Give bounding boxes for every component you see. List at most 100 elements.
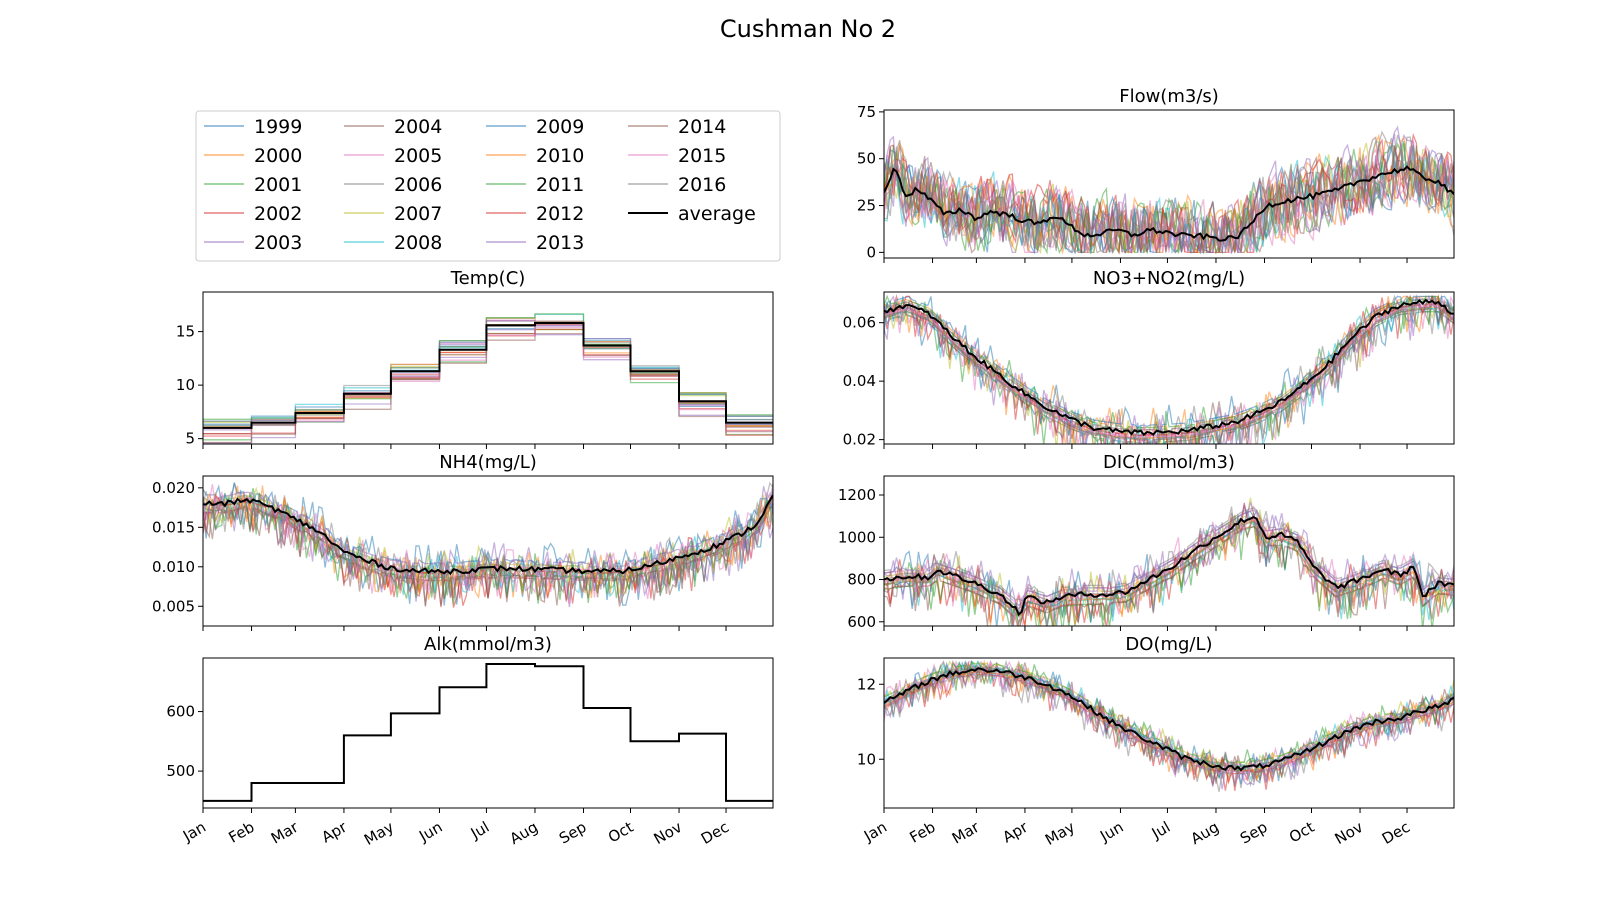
ytick-label-nh4: 0.010 — [152, 558, 195, 576]
series-flow-2016 — [884, 134, 1454, 255]
plot-area-no3 — [884, 293, 1454, 444]
axes-frame-temp — [202, 291, 774, 445]
ytick-label-nh4: 0.005 — [152, 597, 195, 615]
axes-frame-do — [883, 657, 1455, 809]
series-do-2016 — [884, 661, 1454, 792]
xtick-label-alk: Jul — [467, 818, 493, 843]
xtick-label-do: Aug — [1188, 818, 1222, 848]
axes-frame-nh4 — [202, 475, 774, 627]
legend-label: 2005 — [394, 145, 442, 167]
ytick-label-alk: 600 — [166, 703, 195, 721]
legend-frame — [195, 110, 781, 262]
series-temp-2002 — [203, 323, 773, 429]
legend-label: 2012 — [536, 203, 584, 225]
ytick-label-no3: 0.02 — [843, 431, 876, 449]
ytick-label-dic: 800 — [847, 571, 876, 589]
series-dic-2013 — [884, 501, 1454, 626]
axes-frame-flow — [883, 109, 1455, 259]
series-no3-2016 — [884, 302, 1454, 444]
ytick-label-do: 10 — [857, 750, 876, 768]
plot-area-nh4 — [203, 481, 773, 608]
plot-area-dic — [884, 497, 1454, 626]
axes-title-nh4: NH4(mg/L) — [439, 452, 537, 473]
series-flow-average — [884, 165, 1454, 242]
xtick-label-alk: Jun — [415, 818, 445, 846]
axes-temp: Temp(C) 5 10 15 — [176, 268, 774, 449]
ytick-label-temp: 15 — [176, 323, 195, 341]
series-flow-2015 — [884, 139, 1454, 254]
legend-label: 2001 — [254, 174, 302, 196]
series-temp-2014 — [203, 332, 773, 444]
series-alk-average — [203, 663, 773, 802]
legend-label: 1999 — [254, 116, 302, 138]
series-dic-2014 — [884, 514, 1454, 626]
ytick-label-flow: 50 — [857, 150, 876, 168]
plot-area-alk — [203, 663, 773, 802]
xtick-label-alk: Feb — [226, 818, 258, 847]
legend-label: 2014 — [678, 116, 726, 138]
series-flow-2011 — [884, 143, 1454, 255]
axes-no3: NO3+NO2(mg/L) 0.02 0.04 0.06 — [843, 268, 1455, 449]
xtick-label-alk: Dec — [698, 818, 732, 848]
series-dic-2005 — [884, 505, 1454, 620]
axes-title-dic: DIC(mmol/m3) — [1103, 452, 1235, 473]
axes-frame-no3 — [883, 291, 1455, 445]
xtick-label-do: Dec — [1379, 818, 1413, 848]
legend-label: 2008 — [394, 232, 442, 254]
axes-title-flow: Flow(m3/s) — [1119, 86, 1219, 107]
legend-label: 2007 — [394, 203, 442, 225]
ytick-label-temp: 10 — [176, 376, 195, 394]
axes-frame-alk — [202, 657, 774, 809]
axes-title-alk: Alk(mmol/m3) — [424, 634, 552, 655]
plot-area-flow — [884, 125, 1454, 255]
legend: 1999 2000 2001 2002 2003 2004 2005 2006 2007 2008… — [195, 110, 781, 262]
xtick-label-do: Sep — [1237, 818, 1270, 848]
axes-flow: Flow(m3/s) 0 25 50 75 — [857, 86, 1455, 263]
ytick-label-flow: 25 — [857, 197, 876, 215]
xtick-label-alk: Apr — [318, 817, 350, 846]
axes-nh4: NH4(mg/L) 0.005 0.010 0.015 0.020 — [152, 452, 774, 631]
xtick-label-alk: Aug — [507, 818, 541, 848]
ytick-label-dic: 1200 — [838, 486, 876, 504]
legend-label: 2006 — [394, 174, 442, 196]
legend-label: 2003 — [254, 232, 302, 254]
ytick-label-no3: 0.04 — [843, 372, 876, 390]
xtick-label-do: Apr — [999, 817, 1031, 846]
ytick-label-nh4: 0.015 — [152, 518, 195, 536]
xtick-label-alk: May — [361, 818, 397, 849]
figure-title: Cushman No 2 — [720, 15, 896, 43]
xtick-label-do: Jul — [1148, 818, 1174, 843]
plot-area-do — [884, 659, 1454, 792]
series-do-2015 — [884, 659, 1454, 787]
legend-label: 2000 — [254, 145, 302, 167]
xtick-label-alk: Oct — [605, 818, 637, 847]
axes-frame-dic — [883, 475, 1455, 627]
axes-title-temp: Temp(C) — [450, 268, 526, 289]
ytick-label-alk: 500 — [166, 762, 195, 780]
xtick-label-do: Mar — [949, 817, 983, 847]
series-no3-average — [884, 298, 1454, 437]
legend-label: 2013 — [536, 232, 584, 254]
ytick-label-do: 12 — [857, 675, 876, 693]
plot-area-temp — [203, 313, 773, 444]
ytick-label-dic: 1000 — [838, 528, 876, 546]
xtick-label-do: Jun — [1096, 818, 1126, 846]
series-nh4-2013 — [203, 486, 773, 591]
axes-title-no3: NO3+NO2(mg/L) — [1093, 268, 1245, 289]
xtick-label-do: May — [1042, 818, 1078, 849]
series-no3-2012 — [884, 295, 1454, 444]
series-dic-2016 — [884, 506, 1454, 615]
legend-label: 2015 — [678, 145, 726, 167]
series-dic-2007 — [884, 497, 1454, 620]
xtick-label-do: Feb — [907, 818, 939, 847]
ytick-label-temp: 5 — [185, 430, 195, 448]
xtick-label-do: Nov — [1332, 818, 1366, 848]
axes-do: DO(mg/L) 10 12 Jan Feb Mar Apr May Jun Jul Aug Sep O… — [857, 634, 1455, 849]
series-nh4-2014 — [203, 496, 773, 607]
legend-label: average — [678, 203, 756, 225]
ytick-label-nh4: 0.020 — [152, 479, 195, 497]
legend-label: 2002 — [254, 203, 302, 225]
series-nh4-2009 — [203, 482, 773, 592]
xtick-label-do: Oct — [1286, 818, 1318, 847]
legend-label: 2010 — [536, 145, 584, 167]
